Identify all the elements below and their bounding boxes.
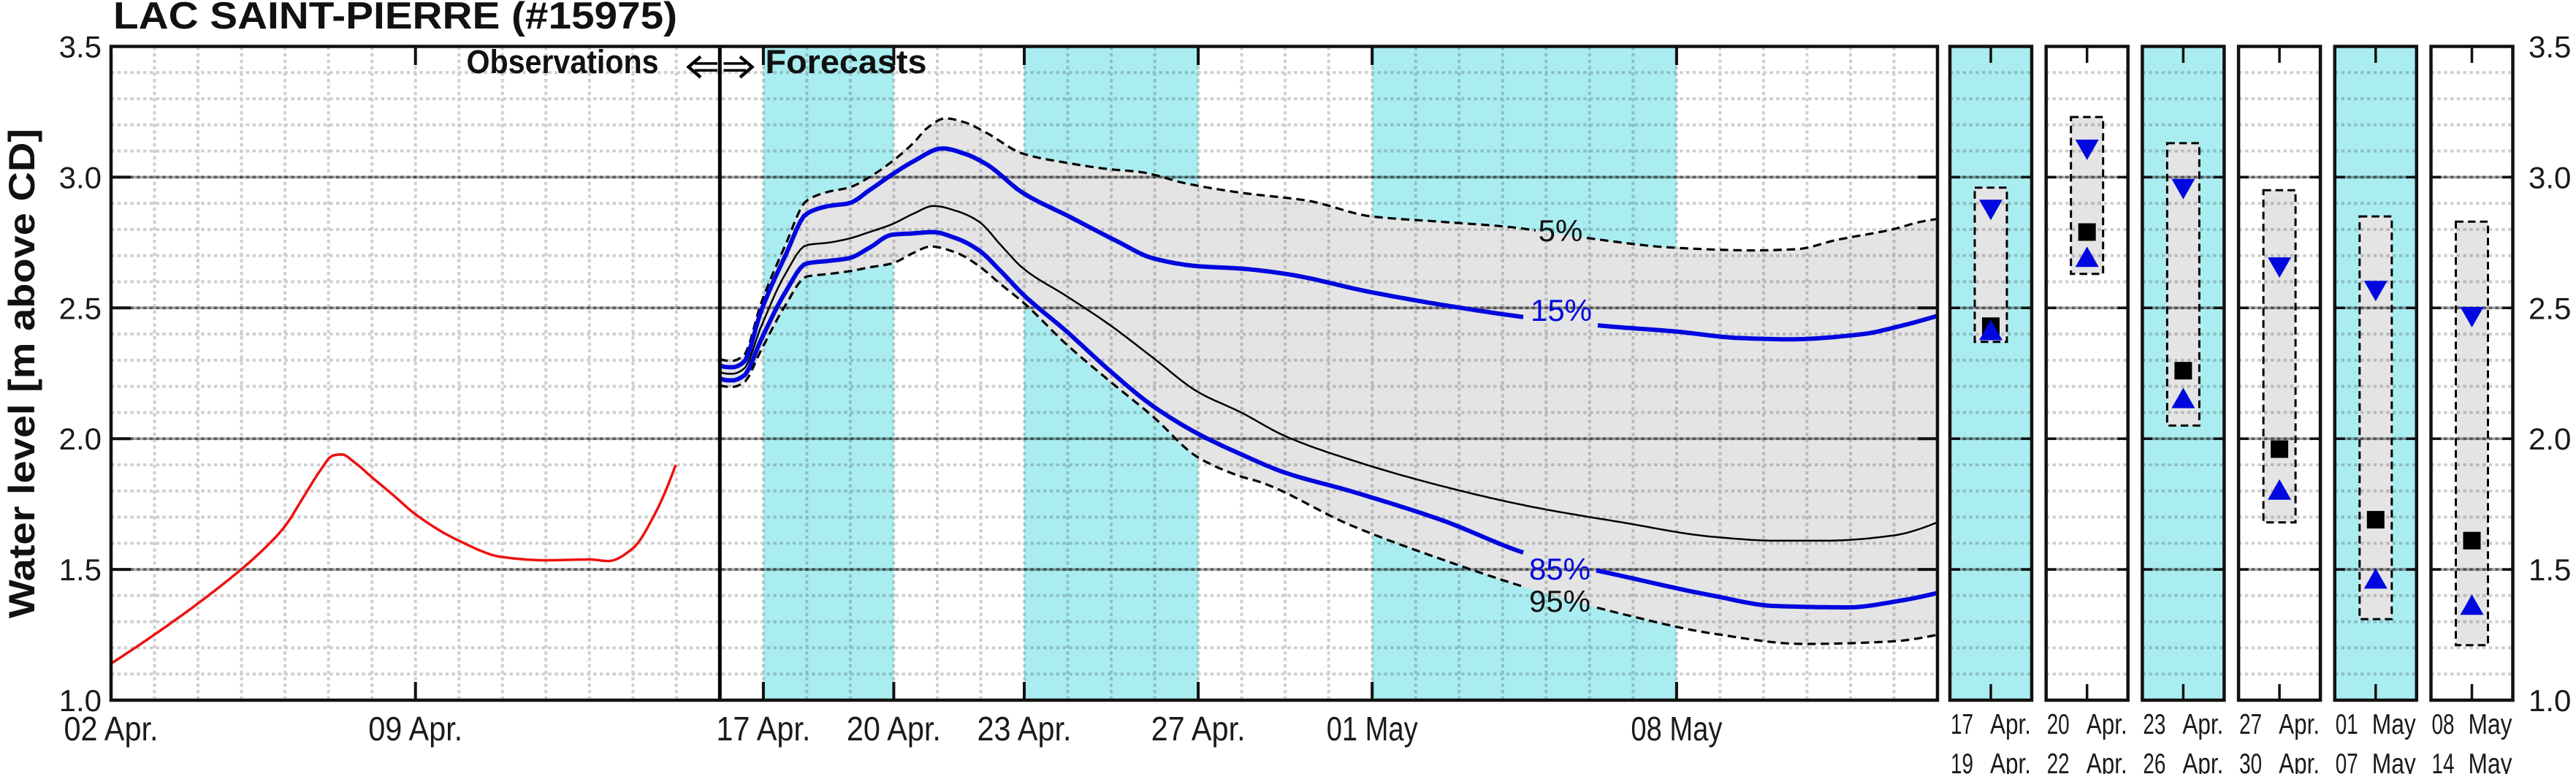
svg-text:22: 22 — [2047, 748, 2070, 774]
svg-text:1.0: 1.0 — [2529, 683, 2571, 718]
svg-text:1.5: 1.5 — [59, 553, 102, 587]
svg-text:01 May: 01 May — [1327, 710, 1418, 748]
svg-text:23 Apr.: 23 Apr. — [978, 710, 1072, 748]
svg-text:3.5: 3.5 — [59, 30, 102, 64]
svg-text:26: 26 — [2143, 748, 2165, 774]
svg-text:Forecasts: Forecasts — [766, 43, 927, 80]
svg-text:1.0: 1.0 — [59, 683, 102, 718]
svg-text:23: 23 — [2143, 709, 2165, 740]
svg-text:2.5: 2.5 — [59, 291, 102, 325]
svg-text:01: 01 — [2336, 709, 2358, 740]
svg-text:5%: 5% — [1539, 213, 1583, 248]
svg-text:08 May: 08 May — [1631, 710, 1722, 748]
svg-text:LAC SAINT-PIERRE (#15975): LAC SAINT-PIERRE (#15975) — [113, 0, 677, 37]
svg-text:14: 14 — [2432, 748, 2455, 774]
svg-text:2.5: 2.5 — [2529, 291, 2571, 325]
svg-text:09 Apr.: 09 Apr. — [368, 710, 462, 748]
svg-text:2.0: 2.0 — [2529, 422, 2571, 456]
svg-text:02 Apr.: 02 Apr. — [64, 710, 159, 748]
svg-text:Apr.: Apr. — [2279, 748, 2320, 774]
svg-text:3.5: 3.5 — [2529, 30, 2571, 64]
svg-text:Apr.: Apr. — [2182, 709, 2223, 740]
svg-text:17: 17 — [1951, 709, 1973, 740]
svg-text:19: 19 — [1951, 748, 1973, 774]
svg-text:17 Apr.: 17 Apr. — [716, 710, 810, 748]
svg-text:15%: 15% — [1531, 293, 1592, 327]
svg-text:May: May — [2372, 709, 2416, 740]
svg-text:May: May — [2372, 748, 2416, 774]
svg-text:27 Apr.: 27 Apr. — [1151, 710, 1246, 748]
svg-text:Apr.: Apr. — [2182, 748, 2223, 774]
svg-text:08: 08 — [2432, 709, 2455, 740]
svg-text:Apr.: Apr. — [1990, 709, 2031, 740]
svg-text:May: May — [2469, 709, 2512, 740]
svg-text:1.5: 1.5 — [2529, 553, 2571, 587]
svg-text:07: 07 — [2336, 748, 2358, 774]
svg-text:3.0: 3.0 — [59, 160, 102, 194]
svg-text:Observations: Observations — [467, 43, 659, 80]
svg-text:Apr.: Apr. — [2279, 709, 2320, 740]
svg-text:2.0: 2.0 — [59, 422, 102, 456]
svg-text:30: 30 — [2239, 748, 2262, 774]
svg-text:3.0: 3.0 — [2529, 160, 2571, 194]
svg-text:20: 20 — [2047, 709, 2070, 740]
svg-text:May: May — [2469, 748, 2512, 774]
svg-text:Water level [m above CD]: Water level [m above CD] — [1, 129, 42, 618]
svg-text:27: 27 — [2239, 709, 2262, 740]
svg-text:Apr.: Apr. — [2087, 709, 2127, 740]
svg-text:Apr.: Apr. — [1990, 748, 2031, 774]
svg-text:85%: 85% — [1529, 552, 1590, 586]
svg-text:20 Apr.: 20 Apr. — [847, 710, 941, 748]
svg-text:Apr.: Apr. — [2087, 748, 2127, 774]
svg-text:95%: 95% — [1529, 584, 1590, 618]
